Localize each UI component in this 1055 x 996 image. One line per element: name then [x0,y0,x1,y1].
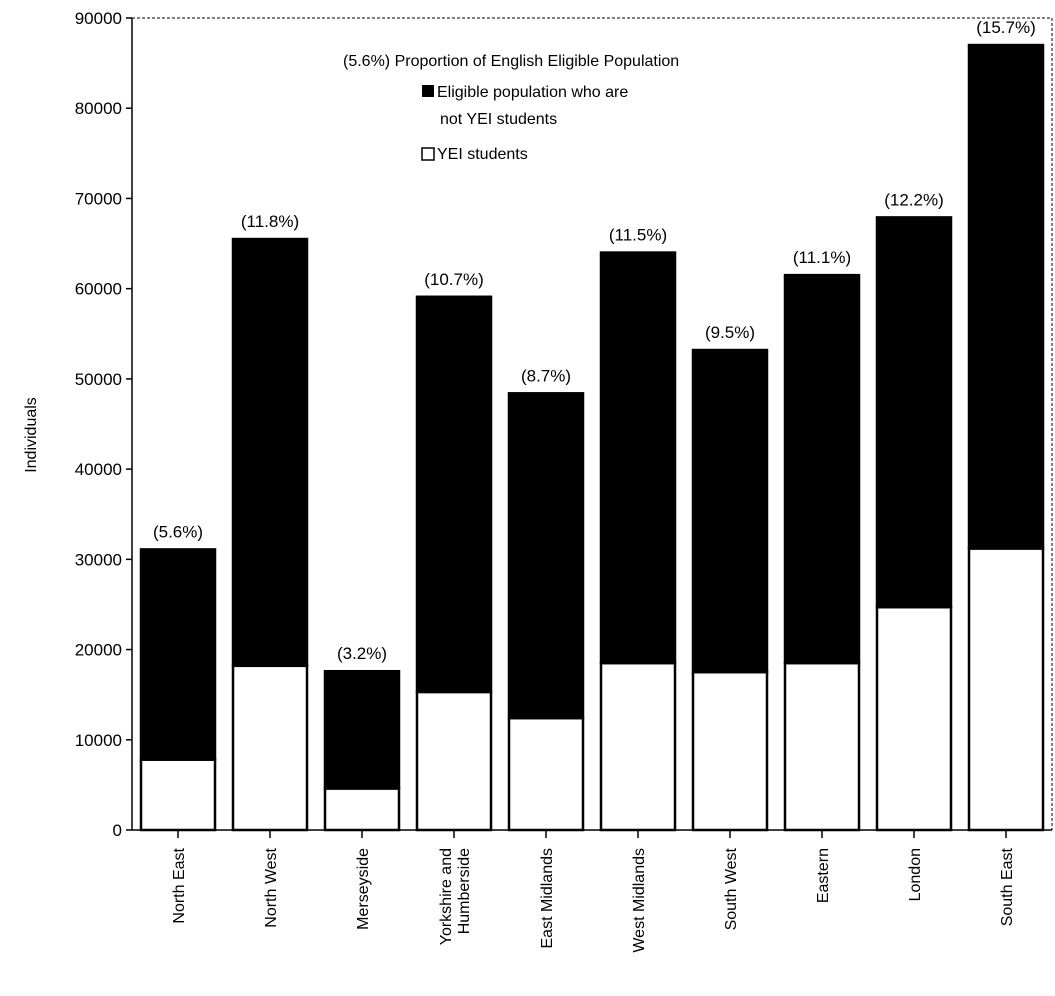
x-tick-label-line: North West [263,847,280,927]
y-axis: 0 10000 20000 30000 40000 50000 60000 70000 8000… [23,9,133,840]
category-labels: North East North West Merseyside Yorkshire … [171,830,1016,953]
bar-percent-label: (15.7%) [976,18,1036,37]
legend-white-label: YEI students [437,146,528,163]
legend-black-line-1: Eligible population who are [437,84,628,101]
bar-segment-yei [967,547,1045,832]
bar-segment-yei [507,716,585,832]
bar-segment-eligible-not-yei [139,548,217,761]
x-tick-label: South East [999,847,1016,926]
bar-segment-eligible-not-yei [231,237,309,668]
y-axis-title: Individuals [23,397,40,473]
bar-percent-label: (9.5%) [705,323,755,342]
bar-percent-label: (10.7%) [424,270,484,289]
bar-segment-eligible-not-yei [967,43,1045,550]
y-tick-label: 30000 [75,550,122,569]
legend-swatch-white [421,147,435,161]
bar-segment-yei [783,661,861,832]
x-tick-label-line: South East [999,847,1016,926]
x-tick-label-line: West Midlands [631,848,648,953]
bar-percent-label: (12.2%) [884,190,944,209]
bar-percent-label: (8.7%) [521,366,571,385]
bar-segment-yei [599,661,677,832]
bar-percent-label: (11.8%) [241,212,299,231]
y-tick-label: 10000 [75,731,122,750]
bar-segment-yei [691,670,769,832]
y-tick-label: 0 [113,821,122,840]
bars [139,43,1045,832]
x-tick-label-line: South West [723,847,740,930]
y-tick-label: 50000 [75,370,122,389]
bar-segment-eligible-not-yei [875,216,953,609]
x-tick-label-line: Eastern [815,848,832,903]
legend: (5.6%) Proportion of English Eligible Po… [343,53,679,163]
x-tick-label-line: East Midlands [539,848,556,949]
bar-segment-yei [415,690,493,832]
bar-segment-eligible-not-yei [507,392,585,720]
bar-percent-label: (11.5%) [609,226,667,245]
bar-segment-eligible-not-yei [323,669,401,790]
bar-segment-eligible-not-yei [691,348,769,674]
x-tick-label: North East [171,847,188,923]
y-tick-label: 40000 [75,460,122,479]
x-tick-label: East Midlands [539,848,556,949]
y-ticks: 0 10000 20000 30000 40000 50000 60000 70000 8000… [75,9,132,840]
x-tick-label: South West [723,847,740,930]
bar-segment-eligible-not-yei [599,251,677,665]
y-tick-label: 70000 [75,189,122,208]
y-tick-label: 60000 [75,280,122,299]
bar-segment-yei [875,605,953,832]
x-tick-label: Merseyside [355,848,372,930]
bar-percent-label: (5.6%) [153,522,203,541]
x-tick-label: Eastern [815,848,832,903]
x-tick-label: Yorkshire and Humberside [438,848,473,945]
legend-black-line-2: not YEI students [440,111,557,128]
x-tick-label-line: Yorkshire and [438,848,455,945]
legend-header: (5.6%) Proportion of English Eligible Po… [343,53,679,70]
bar-segment-yei [139,758,217,832]
bar-segment-eligible-not-yei [783,273,861,665]
y-tick-label: 90000 [75,9,122,28]
bar-percent-label: (3.2%) [337,644,387,663]
bar-segment-yei [323,787,401,832]
x-tick-label: London [907,848,924,901]
bar-segment-yei [231,664,309,832]
bar-percent-label: (11.1%) [793,248,851,267]
y-tick-label: 20000 [75,641,122,660]
x-tick-label: West Midlands [631,848,648,953]
x-tick-label-line: London [907,848,924,901]
percent-labels: (5.6%) (11.8%) (3.2%) (10.7%) (8.7%) (11.5%) (… [153,18,1036,663]
legend-swatch-black [422,85,434,97]
x-tick-label-line: Merseyside [355,848,372,930]
y-tick-label: 80000 [75,99,122,118]
x-tick-label: North West [263,847,280,927]
x-tick-label-line: North East [171,847,188,923]
x-tick-label-line: Humberside [456,848,473,934]
bar-segment-eligible-not-yei [415,295,493,694]
